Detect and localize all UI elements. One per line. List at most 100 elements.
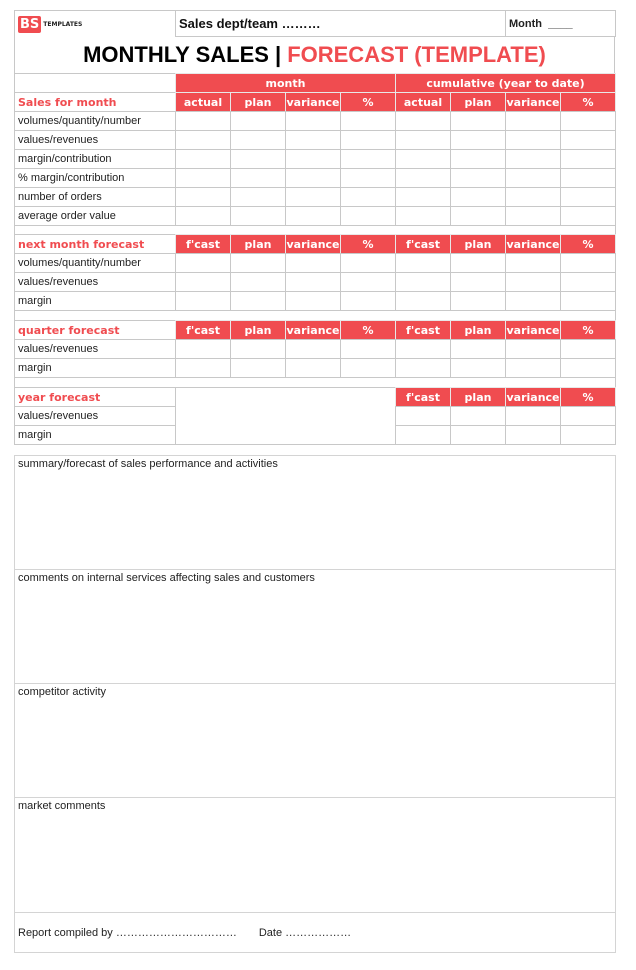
input-cell[interactable]	[230, 111, 286, 131]
input-cell[interactable]	[450, 425, 506, 445]
input-cell[interactable]	[395, 291, 451, 311]
input-cell[interactable]	[505, 406, 561, 426]
input-cell[interactable]	[560, 130, 616, 150]
input-cell[interactable]	[450, 111, 506, 131]
input-cell[interactable]	[175, 168, 231, 188]
input-cell[interactable]	[340, 291, 396, 311]
input-cell[interactable]	[175, 206, 231, 226]
input-cell[interactable]	[395, 111, 451, 131]
input-cell[interactable]	[340, 168, 396, 188]
input-cell[interactable]	[395, 187, 451, 207]
input-cell[interactable]	[560, 206, 616, 226]
input-cell[interactable]	[560, 339, 616, 359]
input-cell[interactable]	[450, 358, 506, 378]
input-cell[interactable]	[175, 339, 231, 359]
input-cell[interactable]	[505, 149, 561, 169]
input-cell[interactable]	[285, 187, 341, 207]
input-cell[interactable]	[285, 149, 341, 169]
input-cell[interactable]	[450, 272, 506, 292]
input-cell[interactable]	[285, 168, 341, 188]
input-cell[interactable]	[285, 130, 341, 150]
input-cell[interactable]	[230, 187, 286, 207]
input-cell[interactable]	[560, 111, 616, 131]
input-cell[interactable]	[395, 206, 451, 226]
input-cell[interactable]	[450, 130, 506, 150]
input-cell[interactable]	[450, 187, 506, 207]
input-cell[interactable]	[285, 291, 341, 311]
input-cell[interactable]	[230, 206, 286, 226]
input-cell[interactable]	[340, 339, 396, 359]
input-cell[interactable]	[340, 272, 396, 292]
input-cell[interactable]	[285, 339, 341, 359]
input-cell[interactable]	[505, 111, 561, 131]
input-cell[interactable]	[505, 358, 561, 378]
input-cell[interactable]	[230, 130, 286, 150]
input-cell[interactable]	[560, 358, 616, 378]
input-cell[interactable]	[175, 253, 231, 273]
input-cell[interactable]	[230, 168, 286, 188]
input-cell[interactable]	[450, 406, 506, 426]
input-cell[interactable]	[395, 406, 451, 426]
input-cell[interactable]	[230, 358, 286, 378]
input-cell[interactable]	[450, 253, 506, 273]
input-cell[interactable]	[505, 130, 561, 150]
input-cell[interactable]	[395, 358, 451, 378]
input-cell[interactable]	[505, 168, 561, 188]
input-cell[interactable]	[505, 272, 561, 292]
input-cell[interactable]	[395, 272, 451, 292]
input-cell[interactable]	[340, 149, 396, 169]
input-cell[interactable]	[285, 206, 341, 226]
input-cell[interactable]	[285, 272, 341, 292]
input-cell[interactable]	[560, 291, 616, 311]
input-cell[interactable]	[340, 358, 396, 378]
input-cell[interactable]	[505, 187, 561, 207]
input-cell[interactable]	[395, 130, 451, 150]
input-cell[interactable]	[285, 111, 341, 131]
input-cell[interactable]	[560, 149, 616, 169]
input-cell[interactable]	[395, 339, 451, 359]
input-cell[interactable]	[505, 291, 561, 311]
input-cell[interactable]	[175, 187, 231, 207]
notes-box[interactable]: comments on internal services affecting …	[14, 569, 616, 684]
input-cell[interactable]	[450, 206, 506, 226]
input-cell[interactable]	[395, 425, 451, 445]
input-cell[interactable]	[230, 272, 286, 292]
input-cell[interactable]	[175, 272, 231, 292]
input-cell[interactable]	[450, 339, 506, 359]
input-cell[interactable]	[175, 149, 231, 169]
input-cell[interactable]	[340, 253, 396, 273]
input-cell[interactable]	[450, 291, 506, 311]
input-cell[interactable]	[560, 168, 616, 188]
input-cell[interactable]	[175, 358, 231, 378]
input-cell[interactable]	[340, 130, 396, 150]
input-cell[interactable]	[285, 358, 341, 378]
input-cell[interactable]	[505, 425, 561, 445]
input-cell[interactable]	[285, 253, 341, 273]
input-cell[interactable]	[560, 187, 616, 207]
month-field[interactable]: Month ____	[505, 10, 616, 37]
input-cell[interactable]	[395, 168, 451, 188]
compiled-by-field[interactable]: Report compiled by ……………………………	[18, 926, 237, 939]
input-cell[interactable]	[175, 130, 231, 150]
input-cell[interactable]	[560, 406, 616, 426]
input-cell[interactable]	[340, 206, 396, 226]
date-field[interactable]: Date ………………	[258, 926, 352, 939]
input-cell[interactable]	[230, 149, 286, 169]
input-cell[interactable]	[175, 291, 231, 311]
input-cell[interactable]	[450, 168, 506, 188]
input-cell[interactable]	[560, 272, 616, 292]
input-cell[interactable]	[175, 111, 231, 131]
input-cell[interactable]	[340, 111, 396, 131]
input-cell[interactable]	[395, 149, 451, 169]
notes-box[interactable]: summary/forecast of sales performance an…	[14, 455, 616, 570]
input-cell[interactable]	[395, 253, 451, 273]
notes-box[interactable]: competitor activity	[14, 683, 616, 798]
input-cell[interactable]	[505, 339, 561, 359]
sales-dept-field[interactable]: Sales dept/team ………	[175, 10, 506, 37]
input-cell[interactable]	[450, 149, 506, 169]
input-cell[interactable]	[230, 253, 286, 273]
input-cell[interactable]	[340, 187, 396, 207]
input-cell[interactable]	[230, 339, 286, 359]
input-cell[interactable]	[230, 291, 286, 311]
input-cell[interactable]	[560, 253, 616, 273]
